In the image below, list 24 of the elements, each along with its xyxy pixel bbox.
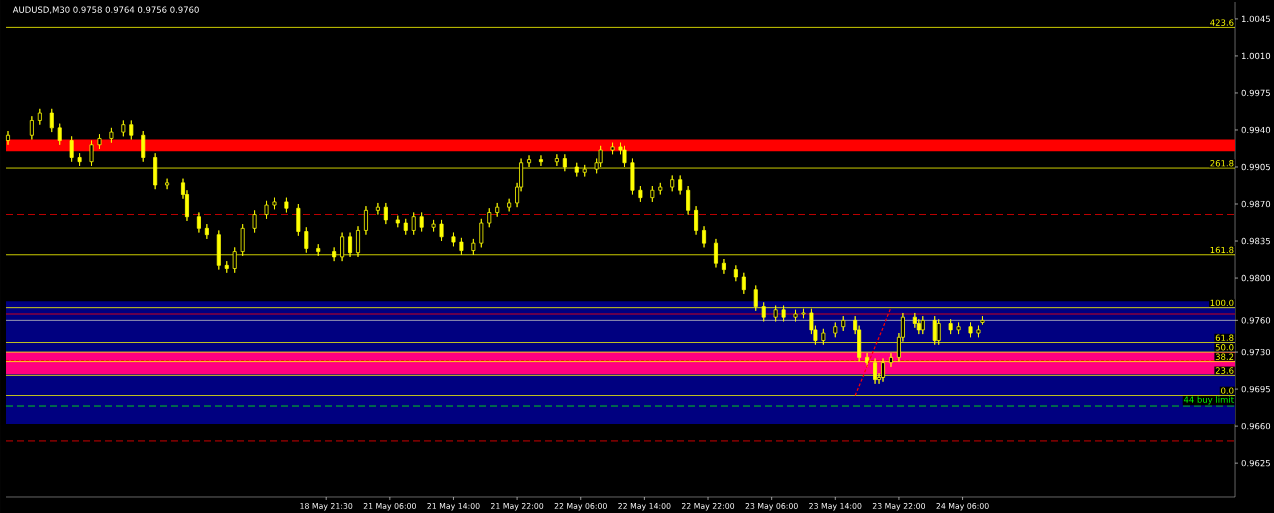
y-tick-label: 0.9625 [1241,459,1270,467]
y-tick-label: 0.9870 [1241,200,1271,208]
y-tick-label: 1.0045 [1241,15,1270,23]
y-tick-label: 0.9695 [1241,385,1270,393]
annotation: 100.0 [1210,299,1234,306]
y-tick-label: 0.9905 [1241,163,1270,171]
annotation: 61.8 [1215,334,1234,341]
y-tick-label: 0.9975 [1241,89,1270,97]
y-tick-label: 0.9760 [1241,317,1271,324]
annotation: 38.2 [1215,353,1234,360]
annotation: 261.8 [1210,159,1234,167]
y-tick-label: 1.0010 [1241,52,1271,60]
y-tick-label: 0.9940 [1241,126,1271,134]
chart-title: AUDUSD,M30 0.9758 0.9764 0.9756 0.9760 [12,6,199,14]
y-tick-label: 0.9835 [1241,237,1270,245]
y-tick-label: 0.9800 [1241,274,1271,282]
annotation: 50.0 [1215,343,1234,351]
ref-line-label: 44 buy limit [1183,396,1234,405]
annotation: 423.6 [1210,19,1234,26]
annotation: 23.6 [1215,367,1234,374]
y-tick-label: 0.9730 [1241,348,1271,356]
y-tick-label: 0.9660 [1241,422,1271,430]
annotation: 161.8 [1210,246,1234,254]
annotation: 0.0 [1221,387,1234,394]
